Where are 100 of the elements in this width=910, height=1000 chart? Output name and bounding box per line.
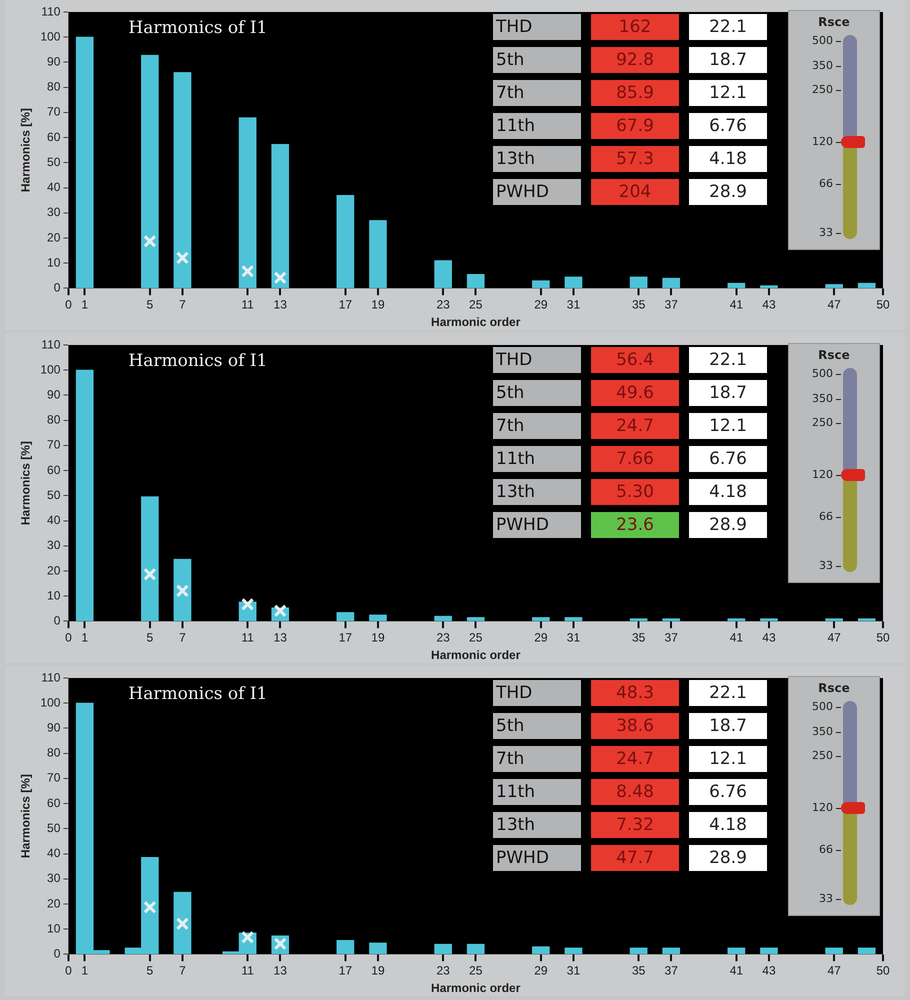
y-tick-label: 70 xyxy=(47,104,61,119)
x-tick-label: 25 xyxy=(469,964,483,978)
bar xyxy=(174,72,192,288)
bar xyxy=(760,948,778,954)
bar xyxy=(630,948,648,954)
x-tick-label: 31 xyxy=(566,630,580,645)
annotation: 6.76 xyxy=(689,446,767,472)
x-tick-label: 19 xyxy=(371,964,385,978)
x-tick-label: 25 xyxy=(469,298,483,312)
annotation: 12.1 xyxy=(689,746,767,772)
y-tick-label: 40 xyxy=(47,180,61,194)
point xyxy=(176,917,189,930)
x-tick-label: 47 xyxy=(827,630,842,645)
point xyxy=(143,568,156,581)
x-tick-label: 41 xyxy=(730,630,744,645)
bar xyxy=(858,618,876,622)
bar xyxy=(141,496,159,622)
x-tick-label: 13 xyxy=(274,964,288,978)
annotation: PWHD xyxy=(493,179,581,205)
annotation: THD xyxy=(493,14,581,40)
point xyxy=(241,598,254,611)
y-tick-label: 0 xyxy=(54,614,61,628)
x-tick-label: 17 xyxy=(338,964,352,978)
bar xyxy=(728,282,746,288)
annotation: 11th xyxy=(493,113,581,139)
annotation: 6.76 xyxy=(689,113,767,139)
chart-title: Harmonics of I1 xyxy=(128,350,268,371)
annotation: 120 xyxy=(811,134,833,148)
x-tick-label: 5 xyxy=(146,964,154,978)
x-tick-label: 41 xyxy=(730,964,744,978)
x-tick-label: 23 xyxy=(436,964,450,978)
y-tick-label: 0 xyxy=(54,946,61,961)
annotation: 350 xyxy=(811,59,833,72)
y-tick-label: 100 xyxy=(40,29,61,44)
y-tick-label: 80 xyxy=(47,80,61,94)
annotation: 66 xyxy=(818,177,833,190)
annotation: 500 xyxy=(811,700,833,713)
annotation: 33 xyxy=(818,226,833,239)
x-tick-label: 29 xyxy=(534,964,548,978)
y-tick-label: 20 xyxy=(47,230,61,244)
y-tick-label: 90 xyxy=(47,720,61,735)
annotation: 33 xyxy=(818,892,833,905)
bar xyxy=(825,618,843,622)
x-tick-label: 23 xyxy=(436,630,450,645)
annotation: 11th xyxy=(493,446,581,472)
bar xyxy=(630,618,648,622)
annotation: 33 xyxy=(818,559,833,572)
bar xyxy=(564,276,582,288)
annotation: 250 xyxy=(811,416,833,429)
annotation: 13th xyxy=(493,812,581,838)
annotation: 56.4 xyxy=(591,347,679,373)
annotation: 120 xyxy=(811,800,833,814)
y-tick-label: 20 xyxy=(47,896,61,910)
x-tick-label: 13 xyxy=(274,298,288,312)
bar xyxy=(141,54,159,288)
annotation: 5th xyxy=(493,47,581,73)
annotation: 28.9 xyxy=(689,512,767,538)
x-tick-label: 17 xyxy=(338,298,352,312)
annotation: 162 xyxy=(591,14,679,40)
bar xyxy=(466,617,485,622)
annotation: 8.48 xyxy=(591,779,679,805)
annotation: 67.9 xyxy=(591,113,679,139)
bar xyxy=(662,278,680,288)
annotation: 13th xyxy=(493,146,581,172)
annotation: 22.1 xyxy=(689,347,767,373)
annotation: 57.3 xyxy=(591,146,679,172)
point xyxy=(143,234,156,248)
x-tick-label: 29 xyxy=(534,298,548,312)
bar xyxy=(76,370,94,622)
annotation: 22.1 xyxy=(689,14,767,40)
annotation: 18.7 xyxy=(689,47,767,73)
annotation: 24.7 xyxy=(591,746,679,772)
annotation: 4.18 xyxy=(689,812,767,838)
bar xyxy=(662,618,680,622)
x-tick-label: 1 xyxy=(81,964,88,978)
bar xyxy=(369,614,387,622)
x-tick-label: 1 xyxy=(81,298,88,312)
bar xyxy=(336,194,354,288)
x-tick-label: 50 xyxy=(876,298,890,312)
y-tick-label: 110 xyxy=(41,337,61,352)
annotation: 5th xyxy=(493,713,581,739)
annotation: 49.6 xyxy=(591,380,679,406)
bar xyxy=(271,144,290,288)
bar xyxy=(858,282,876,288)
x-tick-label: 11 xyxy=(241,298,254,312)
bar xyxy=(174,892,192,954)
y-tick-label: 30 xyxy=(47,538,61,552)
annotation: 28.9 xyxy=(689,179,767,205)
y-tick-label: 10 xyxy=(47,588,61,602)
y-axis-title: Harmonics [%] xyxy=(18,441,33,526)
y-tick-label: 90 xyxy=(47,388,61,402)
y-tick-label: 100 xyxy=(40,695,61,710)
y-axis-title: Harmonics [%] xyxy=(18,108,33,192)
annotation: 250 xyxy=(811,82,833,96)
annotation: 4.18 xyxy=(689,479,767,505)
point xyxy=(241,264,254,278)
x-tick-label: 31 xyxy=(566,298,580,312)
bar xyxy=(858,948,876,954)
bar xyxy=(532,617,550,622)
y-tick-label: 110 xyxy=(41,670,61,684)
